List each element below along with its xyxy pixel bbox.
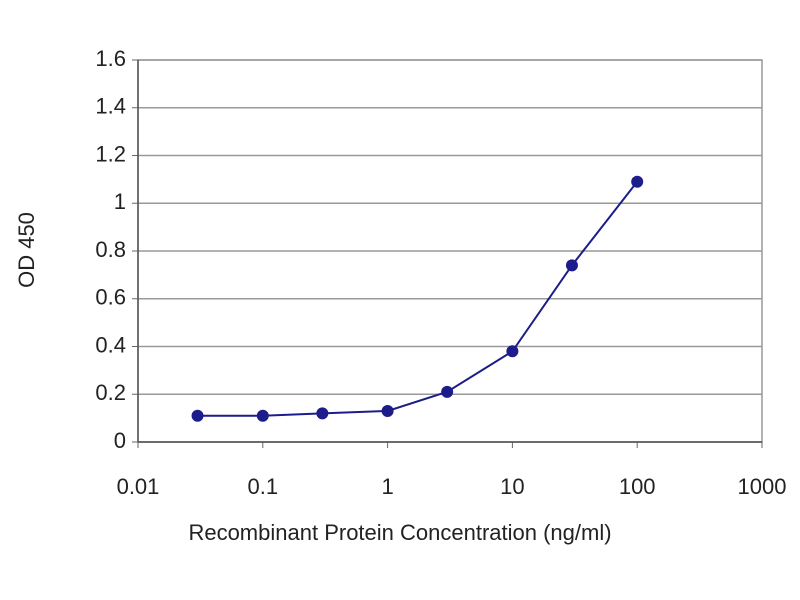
y-tick-label: 1.6 — [95, 46, 126, 71]
x-tick-label: 0.1 — [248, 474, 279, 499]
data-point — [381, 404, 394, 417]
data-point — [256, 409, 269, 422]
y-tick-label: 1.4 — [95, 94, 126, 119]
y-axis-title: OD 450 — [14, 212, 39, 288]
data-point — [565, 259, 578, 272]
data-point — [191, 409, 204, 422]
data-point — [631, 175, 644, 188]
x-tick-label: 1000 — [738, 474, 787, 499]
x-axis-title: Recombinant Protein Concentration (ng/ml… — [188, 520, 611, 545]
x-tick-label: 100 — [619, 474, 656, 499]
data-point — [441, 385, 454, 398]
x-tick-label: 1 — [381, 474, 393, 499]
x-tick-label: 10 — [500, 474, 524, 499]
data-line — [197, 181, 638, 417]
y-tick-label: 0.6 — [95, 285, 126, 310]
y-tick-label: 0 — [114, 428, 126, 453]
y-tick-label: 0.8 — [95, 237, 126, 262]
x-tick-label: 0.01 — [117, 474, 160, 499]
y-tick-label: 0.2 — [95, 380, 126, 405]
y-tick-label: 1 — [114, 189, 126, 214]
data-point — [506, 345, 519, 358]
y-tick-label: 0.4 — [95, 332, 126, 357]
data-point — [316, 407, 329, 420]
y-tick-label: 1.2 — [95, 141, 126, 166]
